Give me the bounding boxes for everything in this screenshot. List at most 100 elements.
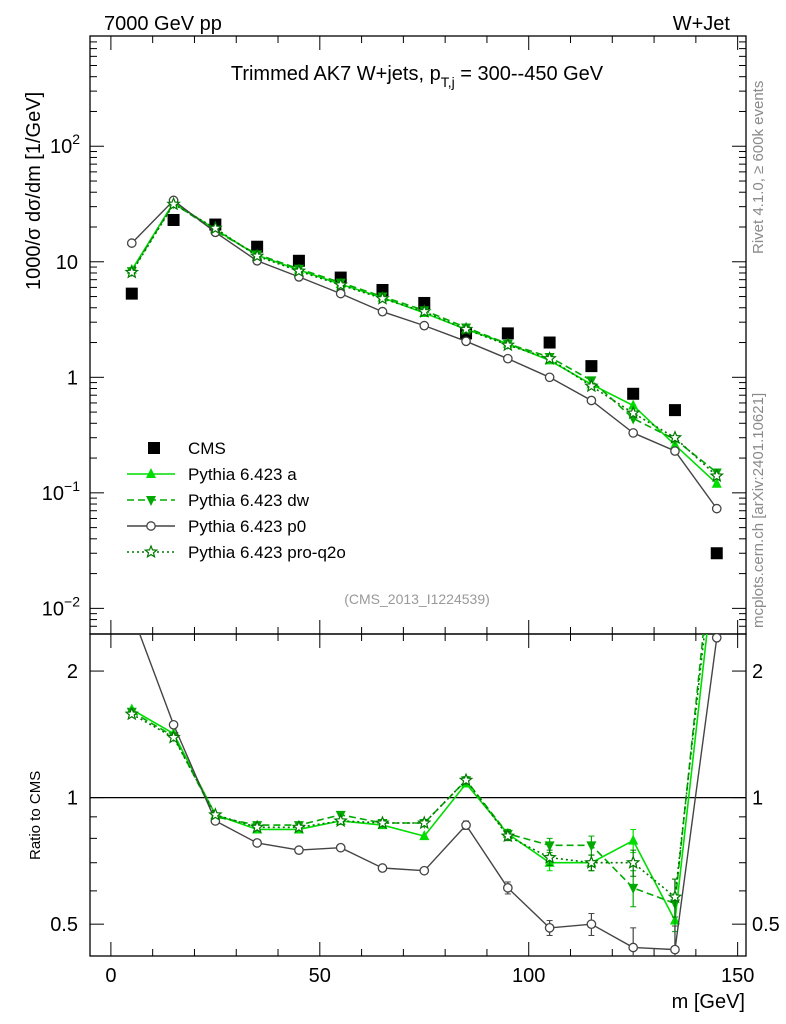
data-point-pythia_pro_q2o	[291, 263, 307, 278]
y-tick-label: 102	[50, 131, 80, 158]
data-point-cms	[710, 547, 723, 560]
data-point-pythia_p0	[168, 719, 179, 730]
ratio-y-tick-label-right: 1	[752, 788, 763, 810]
data-point-pythia_pro_q2o	[625, 855, 641, 869]
main-panel: 10−2 10−1 1 10 102	[42, 35, 747, 635]
data-point-pythia_pro_q2o	[375, 290, 390, 305]
series-cms	[125, 213, 723, 560]
data-point-pythia_a	[628, 399, 639, 410]
data-point-pythia_p0	[628, 942, 639, 953]
data-point-pythia_a	[711, 477, 722, 488]
data-point-pythia_pro_q2o	[416, 304, 432, 318]
data-point-pythia_pro_q2o	[500, 337, 516, 352]
ratio-y-tick-label: 0.5	[50, 914, 78, 936]
series-pythia_p0	[138, 634, 722, 956]
data-point-pythia_pro_q2o	[166, 729, 181, 744]
series-pythia_pro_q2o	[124, 196, 725, 483]
data-point-pythia_p0	[670, 944, 680, 955]
legend-label: Pythia 6.423 a	[188, 465, 297, 484]
data-point-pythia_pro_q2o	[124, 706, 140, 721]
ratio-frame	[89, 633, 747, 957]
data-point-pythia_a	[419, 830, 430, 841]
main-title: Trimmed AK7 W+jets, pT,j = 300--450 GeV	[231, 63, 604, 90]
legend-entry-pythia_p0: Pythia 6.423 p0	[127, 517, 306, 536]
legend-label: Pythia 6.423 dw	[188, 491, 310, 510]
data-point-cms	[501, 327, 514, 340]
header-left: 7000 GeV pp	[104, 13, 222, 35]
data-point-pythia_pro_q2o	[625, 405, 641, 420]
data-point-pythia_a	[628, 834, 639, 845]
data-point-pythia_dw	[586, 841, 597, 852]
x-tick-label: 150	[721, 965, 754, 987]
data-point-pythia_p0	[377, 863, 388, 873]
legend-marker	[148, 442, 160, 454]
data-point-cms	[125, 287, 138, 300]
data-point-cms	[418, 296, 431, 309]
data-point-pythia_p0	[335, 288, 346, 299]
ratio-y-axis-label: Ratio to CMS	[27, 771, 44, 860]
data-point-pythia_pro_q2o	[667, 430, 683, 444]
main-y-axis-label: 1000/σ dσ/dm [1/GeV]	[23, 92, 45, 290]
data-point-pythia_pro_q2o	[208, 807, 223, 822]
data-point-pythia_p0	[419, 865, 430, 876]
legend-label: Pythia 6.423 p0	[188, 517, 306, 536]
data-point-pythia_p0	[544, 923, 555, 933]
ratio-y-tick-label-right: 0.5	[752, 914, 780, 936]
x-axis-label: m [GeV]	[672, 991, 745, 1013]
data-point-pythia_p0	[711, 503, 722, 514]
data-point-pythia_p0	[461, 336, 471, 347]
ratio-panel: 0.5 0.5 1 1 2 2 0 50 100 150	[50, 633, 780, 987]
x-tick-label: 50	[309, 965, 331, 987]
legend: CMS Pythia 6.423 a Pythia 6.423 dw Pythia 6…	[127, 439, 346, 562]
data-point-pythia_pro_q2o	[291, 819, 307, 834]
data-point-pythia_dw	[544, 841, 555, 852]
data-point-pythia_pro_q2o	[667, 889, 683, 904]
x-tick-label: 100	[512, 965, 545, 987]
data-point-pythia_pro_q2o	[208, 220, 223, 235]
y-tick-label: 10−2	[42, 593, 80, 620]
data-point-cms	[543, 336, 556, 349]
analysis-watermark: (CMS_2013_I1224539)	[344, 591, 490, 607]
data-point-pythia_pro_q2o	[333, 277, 348, 292]
legend-marker	[146, 468, 156, 478]
data-point-cms	[627, 387, 640, 400]
data-point-pythia_p0	[544, 372, 555, 383]
mcplots-label: mcplots.cern.ch [arXiv:2401.10621]	[750, 393, 767, 628]
header-right: W+Jet	[673, 13, 731, 35]
data-point-pythia_p0	[294, 845, 304, 855]
y-tick-label: 10	[56, 252, 78, 274]
data-point-pythia_p0	[419, 320, 430, 331]
series-line-pythia_pro_q2o	[131, 203, 718, 477]
data-point-cms	[292, 254, 305, 267]
legend-marker	[146, 521, 156, 531]
y-tick-label: 10−1	[42, 478, 80, 505]
data-point-pythia_pro_q2o	[584, 855, 599, 869]
data-point-pythia_p0	[126, 238, 137, 248]
data-point-pythia_p0	[377, 306, 388, 317]
legend-entry-cms: CMS	[148, 439, 226, 458]
data-point-pythia_pro_q2o	[249, 248, 265, 263]
data-point-pythia_p0	[335, 842, 346, 853]
data-point-pythia_p0	[461, 820, 471, 830]
data-point-pythia_p0	[252, 838, 262, 848]
data-point-cms	[251, 240, 264, 253]
data-point-pythia_pro_q2o	[500, 828, 516, 843]
data-point-pythia_pro_q2o	[416, 815, 432, 830]
data-point-pythia_pro_q2o	[249, 819, 265, 834]
data-point-pythia_pro_q2o	[709, 468, 725, 483]
data-point-pythia_pro_q2o	[542, 849, 557, 864]
legend-marker	[143, 544, 159, 559]
legend-entry-pythia_a: Pythia 6.423 a	[127, 465, 297, 484]
data-point-pythia_pro_q2o	[458, 321, 474, 336]
legend-entry-pythia_pro_q2o: Pythia 6.423 pro-q2o	[127, 543, 346, 562]
data-point-cms	[668, 404, 681, 417]
data-point-pythia_p0	[502, 883, 513, 893]
data-point-pythia_p0	[711, 634, 722, 643]
data-point-pythia_pro_q2o	[333, 813, 348, 828]
series-line-pythia_pro_q2o	[131, 634, 706, 899]
y-tick-label: 1	[67, 367, 78, 389]
data-point-pythia_p0	[670, 446, 680, 456]
data-point-cms	[585, 360, 598, 373]
legend-label: Pythia 6.423 pro-q2o	[188, 543, 346, 562]
